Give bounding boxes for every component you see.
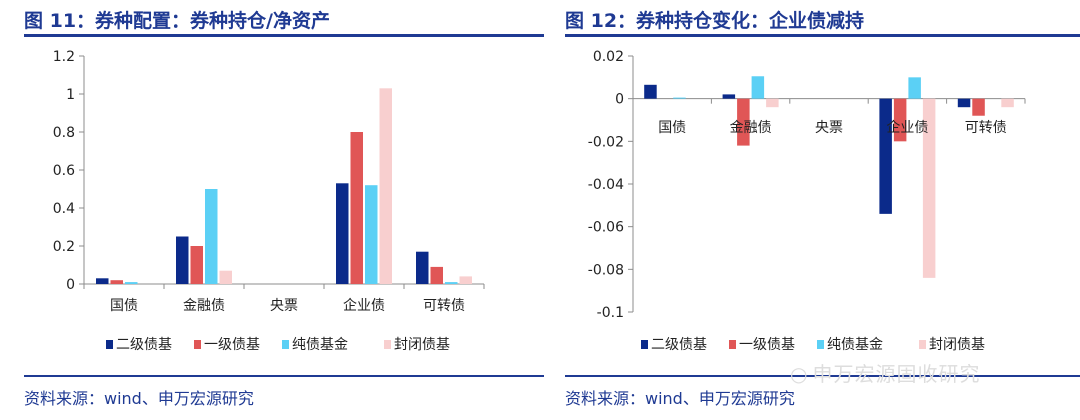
x-tick-label: 国债 <box>658 120 686 136</box>
x-tick-label: 国债 <box>110 298 138 314</box>
y-tick-label: -0.06 <box>588 220 624 236</box>
y-tick-label: -0.1 <box>597 305 624 321</box>
bar <box>922 98 936 278</box>
bar <box>110 280 123 284</box>
legend-swatch <box>729 340 736 349</box>
x-tick-label: 金融债 <box>183 298 225 314</box>
figure-12-chart: 0.02 0 -0.02 -0.04 -0.06 -0.08 -0.1 国债 金融债 央票 企业债 可… <box>588 49 1026 353</box>
bar <box>336 183 349 284</box>
bar <box>1001 98 1014 108</box>
legend-label: 纯债基金 <box>827 336 883 353</box>
source-divider <box>565 375 1080 377</box>
bar <box>972 98 985 116</box>
legend-label: 二级债基 <box>651 336 707 353</box>
x-tick-label: 可转债 <box>965 120 1007 136</box>
title-divider <box>24 34 544 37</box>
y-tick-label: -0.08 <box>588 262 624 278</box>
legend-label: 纯债基金 <box>292 336 348 353</box>
bar <box>644 84 657 99</box>
bar <box>879 98 892 214</box>
legend-swatch <box>106 340 113 349</box>
watermark-text: 申万宏源固收研究 <box>812 362 981 386</box>
bar <box>445 282 458 284</box>
bar <box>176 236 189 284</box>
bar <box>722 94 736 99</box>
bar <box>125 282 138 284</box>
bar <box>350 132 363 284</box>
figure-12-title: 图 12：券种持仓变化：企业债减持 <box>565 10 865 32</box>
bar <box>766 98 779 108</box>
x-tick-label: 央票 <box>270 298 298 314</box>
bar <box>430 266 443 284</box>
bar <box>957 98 971 108</box>
title-divider <box>565 34 1080 37</box>
bar <box>893 98 907 142</box>
legend-label: 二级债基 <box>116 336 172 353</box>
y-tick-label: 0 <box>615 92 624 108</box>
legend-label: 封闭债基 <box>929 336 985 353</box>
watermark: ○ 申万宏源固收研究 <box>790 358 980 387</box>
legend-swatch <box>817 340 824 349</box>
y-tick-label: 0.6 <box>53 163 75 179</box>
legend-label: 封闭债基 <box>394 336 450 353</box>
bar <box>751 76 765 99</box>
x-tick-label: 可转债 <box>423 298 465 314</box>
bar <box>673 97 686 99</box>
bar <box>219 270 232 284</box>
y-tick-label: 0 <box>66 277 75 293</box>
y-tick-label: 0.02 <box>593 49 624 65</box>
legend-swatch <box>194 340 201 349</box>
figure-11-title: 图 11：券种配置：券种持仓/净资产 <box>24 10 330 32</box>
figure-12-source: 资料来源：wind、申万宏源研究 <box>565 389 795 408</box>
legend-label: 一级债基 <box>204 336 260 353</box>
source-divider <box>24 375 544 377</box>
bar <box>96 278 109 284</box>
x-tick-label: 金融债 <box>730 120 772 136</box>
legend-swatch <box>641 340 648 349</box>
legend-swatch <box>919 340 926 349</box>
figure-11-source: 资料来源：wind、申万宏源研究 <box>24 389 254 408</box>
figure-11-panel: 图 11：券种配置：券种持仓/净资产 0 0.2 0.4 0.6 0.8 1 1.2 国债 金融… <box>24 0 544 420</box>
x-tick-label: 央票 <box>815 120 843 136</box>
bar <box>416 251 429 284</box>
y-tick-label: -0.04 <box>588 177 624 193</box>
y-tick-label: 0.2 <box>53 239 75 255</box>
wechat-icon: ○ <box>790 362 809 386</box>
x-tick-label: 企业债 <box>343 297 385 314</box>
y-tick-label: 0.4 <box>53 201 75 217</box>
bar <box>908 77 921 99</box>
bar <box>205 189 218 284</box>
bar <box>379 88 392 284</box>
y-tick-label: 1 <box>66 87 75 103</box>
bar <box>459 276 472 284</box>
legend-label: 一级债基 <box>739 336 795 353</box>
y-tick-label: 1.2 <box>53 49 75 65</box>
bar <box>737 98 750 146</box>
y-tick-label: 0.8 <box>53 125 75 141</box>
figure-12-panel: 图 12：券种持仓变化：企业债减持 0.02 0 -0.02 -0.04 -0.06 -0… <box>565 0 1080 420</box>
bar <box>190 246 203 284</box>
bar <box>365 185 378 284</box>
legend-swatch <box>384 340 391 349</box>
legend-swatch <box>282 340 289 349</box>
y-tick-label: -0.02 <box>588 134 624 150</box>
x-tick-label: 企业债 <box>886 119 928 136</box>
